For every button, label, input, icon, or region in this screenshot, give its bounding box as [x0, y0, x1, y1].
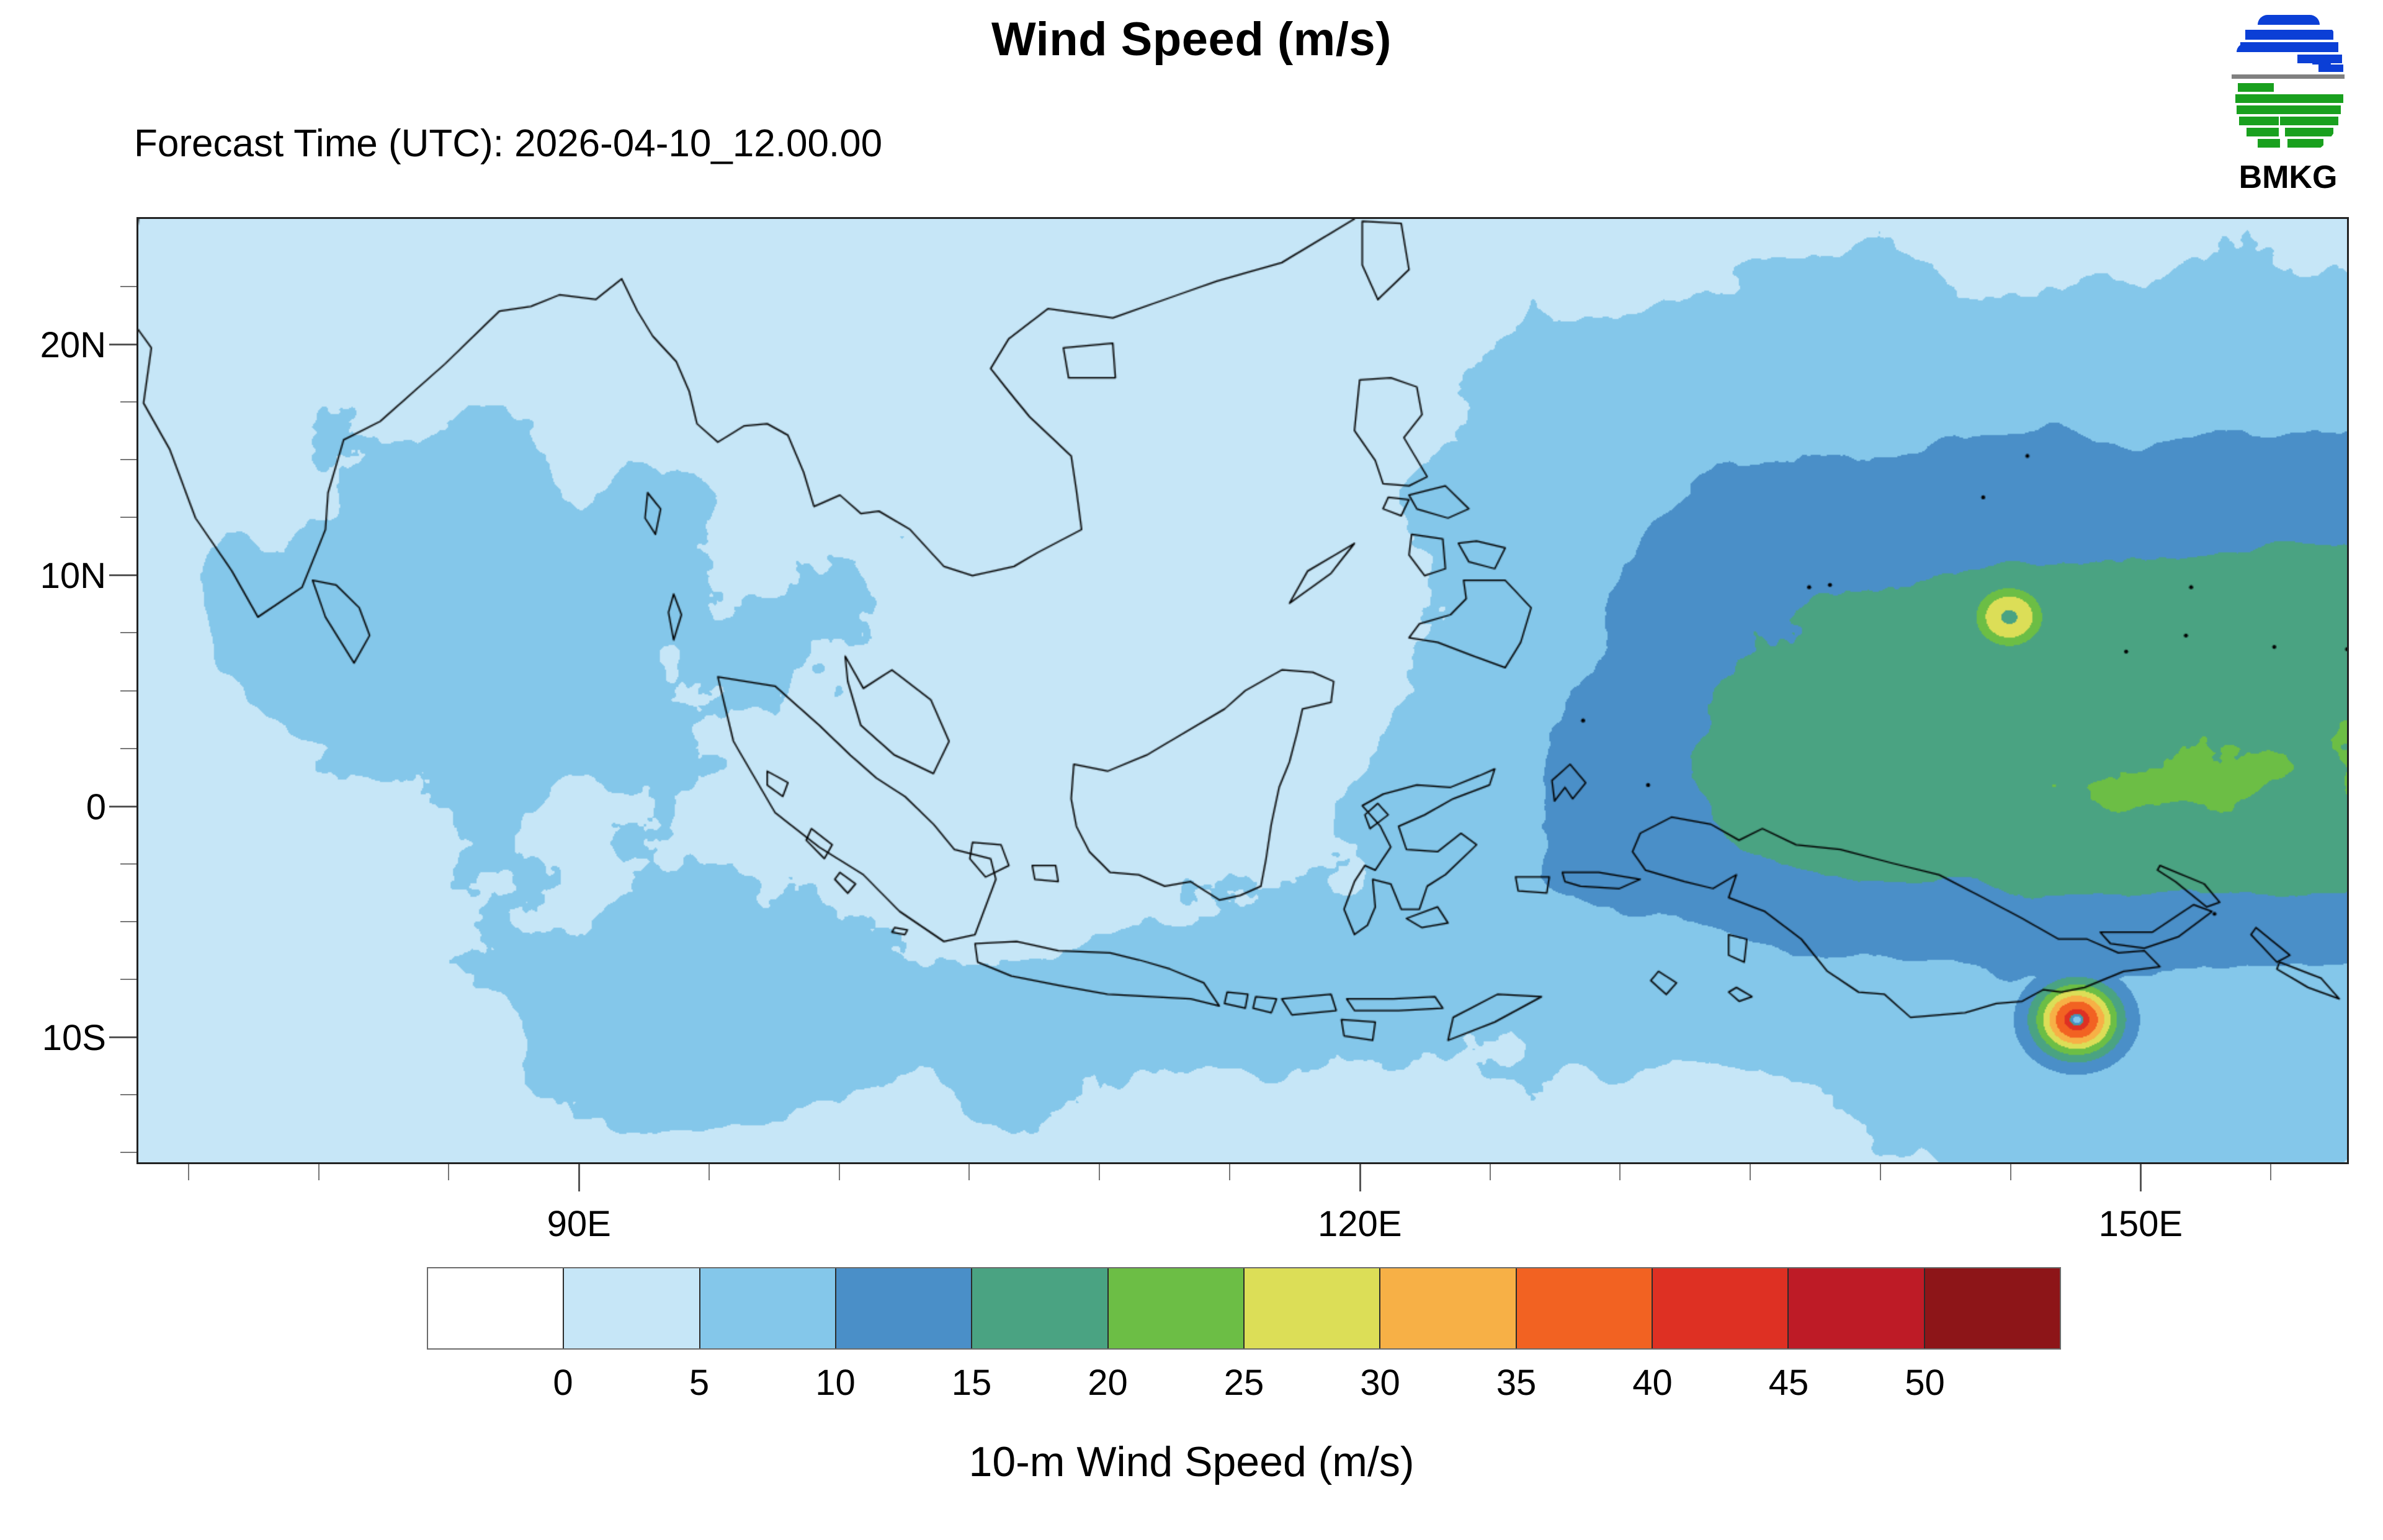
y-tick-minor	[120, 747, 136, 749]
colorbar-tick-label: 25	[1223, 1363, 1264, 1403]
x-tick-minor	[838, 1164, 840, 1180]
x-tick-minor	[2270, 1164, 2272, 1180]
colorbar-swatch[interactable]	[428, 1268, 565, 1348]
x-tick-minor	[708, 1164, 710, 1180]
colorbar-swatch[interactable]	[1244, 1268, 1381, 1348]
colorbar-tick-label: 10	[815, 1363, 856, 1403]
y-tick-major	[109, 1036, 136, 1039]
x-tick-minor	[1750, 1164, 1751, 1180]
x-tick-minor	[1619, 1164, 1621, 1180]
x-tick-minor	[2010, 1164, 2011, 1180]
colorbar[interactable]	[427, 1267, 2061, 1350]
bmkg-logo: BMKG	[2223, 5, 2353, 210]
y-tick-minor	[120, 632, 136, 634]
colorbar-swatch[interactable]	[972, 1268, 1109, 1348]
x-axis-label: 120E	[1318, 1204, 1402, 1244]
colorbar-tick-label: 40	[1632, 1363, 1673, 1403]
bmkg-logo-disc	[2228, 5, 2348, 160]
y-axis-label: 10N	[40, 556, 106, 597]
colorbar-swatch[interactable]	[1516, 1268, 1653, 1348]
wind-speed-map[interactable]	[136, 217, 2349, 1164]
y-tick-minor	[120, 1152, 136, 1154]
colorbar-swatch[interactable]	[1380, 1268, 1517, 1348]
x-tick-major	[2140, 1164, 2142, 1191]
y-tick-major	[109, 805, 136, 808]
colorbar-tick-label: 30	[1360, 1363, 1400, 1403]
x-tick-minor	[448, 1164, 450, 1180]
x-axis-label: 90E	[547, 1204, 611, 1244]
colorbar-swatch[interactable]	[564, 1268, 700, 1348]
x-tick-minor	[187, 1164, 189, 1180]
y-tick-minor	[120, 285, 136, 287]
colorbar-tick-label: 20	[1088, 1363, 1128, 1403]
y-axis-label: 20N	[40, 324, 106, 365]
x-tick-minor	[318, 1164, 320, 1180]
colorbar-title: 10-m Wind Speed (m/s)	[968, 1438, 1415, 1485]
colorbar-swatch[interactable]	[1652, 1268, 1789, 1348]
wind-speed-field	[138, 219, 2347, 1162]
y-tick-minor	[120, 517, 136, 519]
colorbar-tick-label: 5	[689, 1363, 710, 1403]
colorbar-tick-label: 15	[951, 1363, 992, 1403]
y-tick-minor	[120, 920, 136, 922]
x-tick-minor	[1489, 1164, 1491, 1180]
x-tick-major	[578, 1164, 581, 1191]
colorbar-swatch[interactable]	[1108, 1268, 1245, 1348]
page-title: Wind Speed (m/s)	[991, 13, 1392, 66]
bmkg-logo-text: BMKG	[2238, 159, 2338, 195]
x-tick-minor	[1229, 1164, 1231, 1180]
colorbar-tick-label: 50	[1905, 1363, 1945, 1403]
y-tick-minor	[120, 401, 136, 403]
y-tick-minor	[120, 459, 136, 461]
y-tick-minor	[120, 690, 136, 692]
colorbar-tick-label: 0	[553, 1363, 573, 1403]
x-tick-major	[1359, 1164, 1361, 1191]
colorbar-swatch[interactable]	[1789, 1268, 1925, 1348]
y-tick-major	[109, 343, 136, 345]
x-tick-minor	[1879, 1164, 1881, 1180]
colorbar-tick-label: 35	[1496, 1363, 1537, 1403]
colorbar-swatch[interactable]	[836, 1268, 973, 1348]
y-tick-minor	[120, 979, 136, 981]
y-axis-label: 0	[86, 786, 106, 827]
y-tick-minor	[120, 863, 136, 865]
y-tick-minor	[120, 1094, 136, 1096]
x-tick-minor	[968, 1164, 970, 1180]
forecast-time-label: Forecast Time (UTC): 2026-04-10_12.00.00	[134, 122, 883, 165]
x-axis-label: 150E	[2098, 1204, 2183, 1244]
y-tick-major	[109, 574, 136, 577]
colorbar-swatch[interactable]	[1925, 1268, 2060, 1348]
colorbar-swatch[interactable]	[700, 1268, 836, 1348]
colorbar-tick-label: 45	[1768, 1363, 1809, 1403]
y-axis-label: 10S	[42, 1018, 106, 1059]
x-tick-minor	[1099, 1164, 1101, 1180]
